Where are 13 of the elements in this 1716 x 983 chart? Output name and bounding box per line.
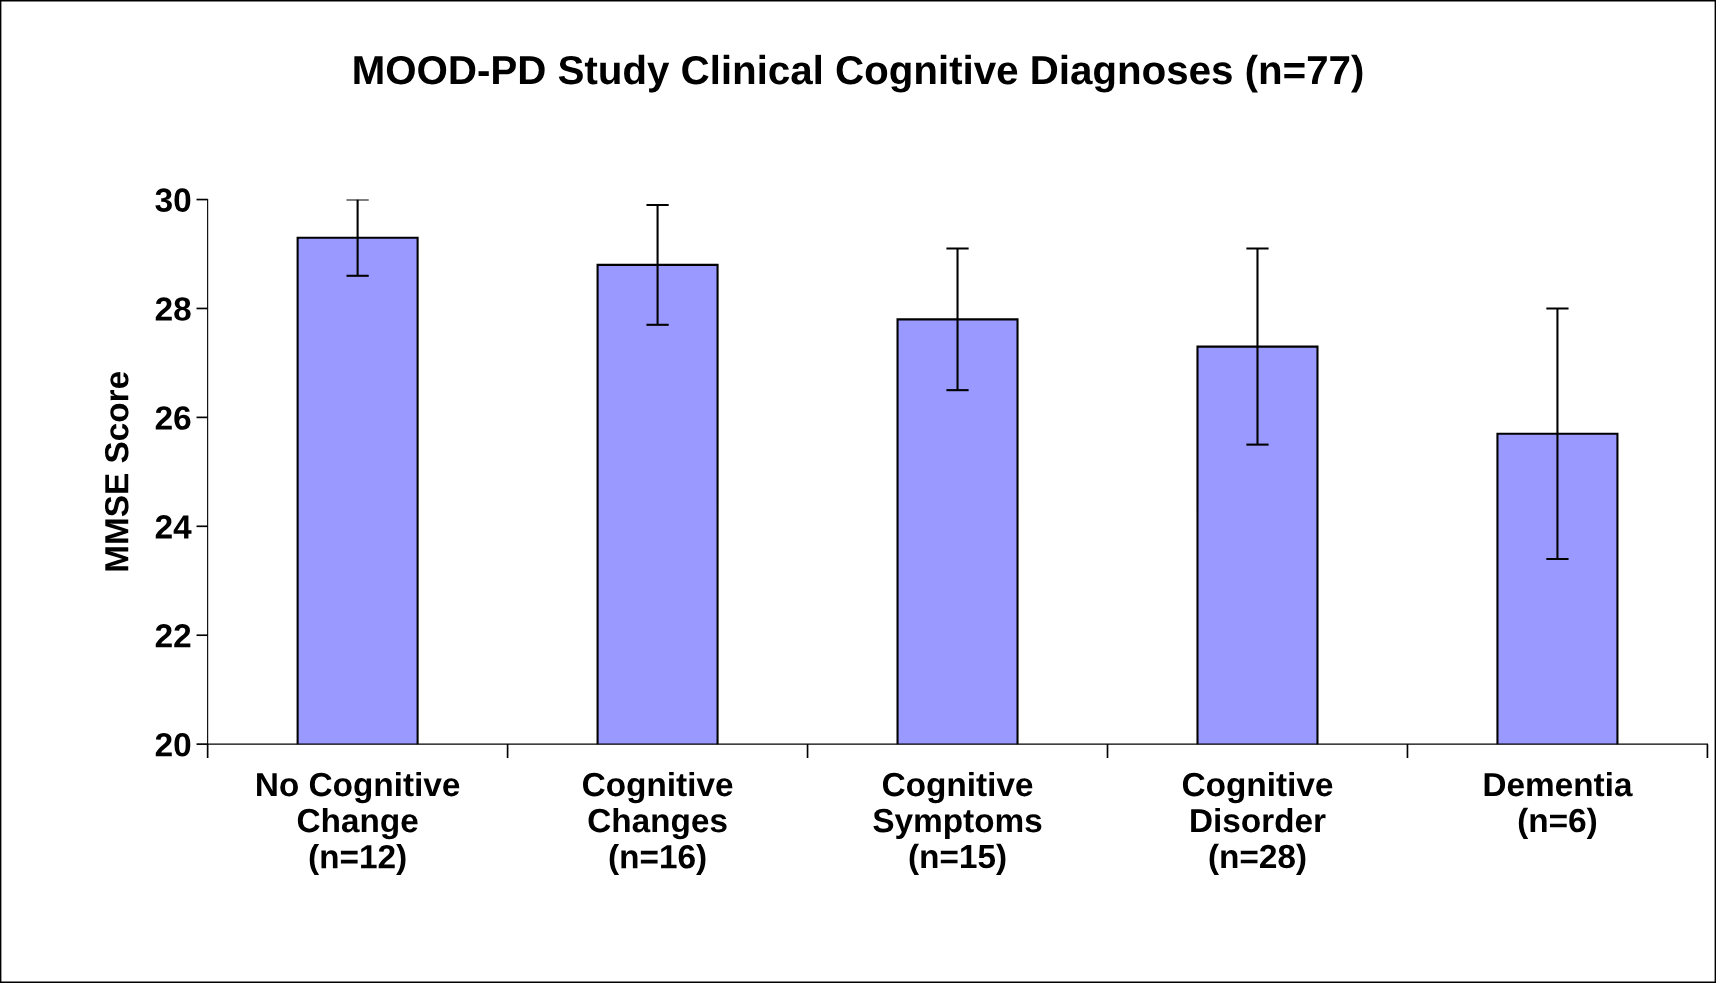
chart-title: MOOD-PD Study Clinical Cognitive Diagnoses (n=77) (354, 54, 1363, 93)
y-tick-label: 20 (155, 732, 191, 757)
y-tick-label: 24 (155, 515, 192, 539)
y-tick-label: 28 (155, 297, 191, 321)
x-tick-label: No Cognitive Change (n=12) (257, 771, 460, 876)
y-tick-label: 22 (155, 624, 191, 648)
x-tick-label: Cognitive Symptoms (n=15) (873, 771, 1042, 875)
y-axis-title: MMSE Score (104, 372, 129, 571)
y-tick-label: 26 (155, 406, 191, 430)
x-tick-label: Dementia (n=6) (1484, 771, 1633, 839)
y-tick-label: 30 (155, 188, 191, 212)
x-tick-label: Cognitive Changes (n=16) (583, 771, 733, 876)
x-tick-label: Cognitive Disorder (n=28) (1182, 771, 1333, 875)
